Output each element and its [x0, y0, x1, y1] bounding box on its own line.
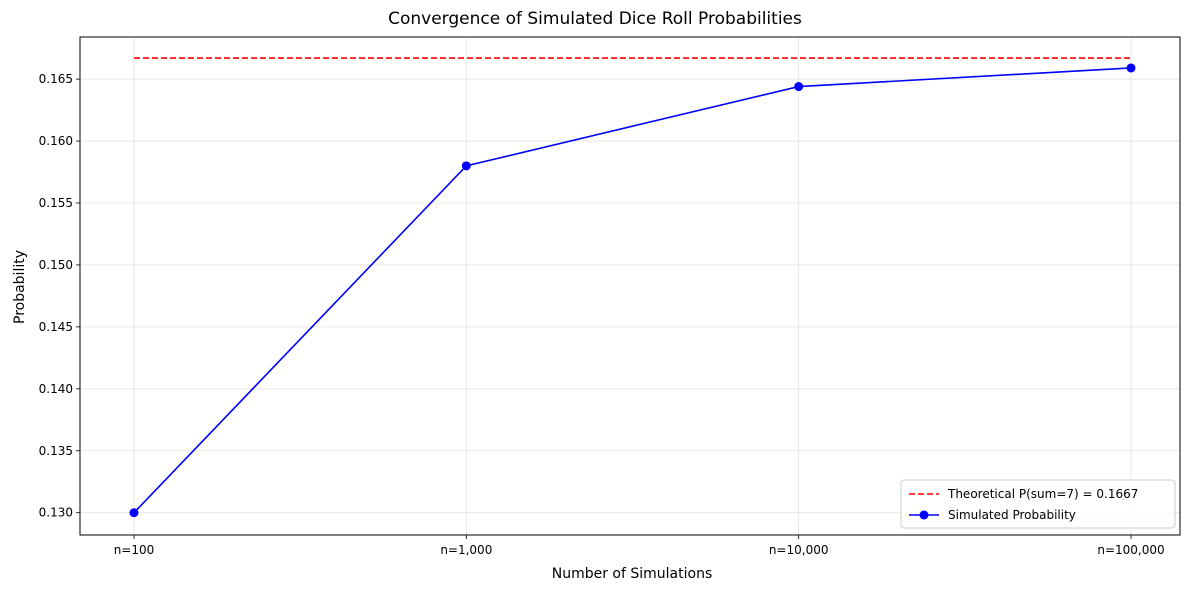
y-tick-label: 0.155 [39, 196, 73, 210]
y-tick-label: 0.165 [39, 72, 73, 86]
series-point [129, 508, 139, 518]
legend-series-marker [919, 510, 929, 520]
plot-layer [129, 57, 1136, 518]
x-axis-ticks: n=100 n=1,000 n=10,000 n=100,000 [114, 535, 1165, 557]
x-tick-label: n=100 [114, 543, 155, 557]
series-line [133, 67, 1132, 514]
series-point [461, 161, 471, 171]
legend: Theoretical P(sum=7) = 0.1667 Simulated … [900, 479, 1176, 529]
legend-box [900, 479, 1176, 529]
series-point [1126, 63, 1136, 73]
legend-reference-label: Theoretical P(sum=7) = 0.1667 [947, 487, 1138, 501]
y-axis-ticks: 0.130 0.135 0.140 0.145 0.150 0.155 0.160 0.165 [39, 72, 80, 520]
y-tick-label: 0.140 [39, 382, 73, 396]
x-axis-label: Number of Simulations [552, 566, 713, 582]
chart-title: Convergence of Simulated Dice Roll Proba… [388, 9, 802, 29]
y-tick-label: 0.150 [39, 258, 73, 272]
y-tick-label: 0.160 [39, 134, 73, 148]
grid-layer [80, 37, 1180, 535]
legend-series-label: Simulated Probability [948, 508, 1076, 522]
plot-frame [79, 36, 1181, 536]
y-tick-label: 0.135 [39, 444, 73, 458]
x-tick-label: n=1,000 [440, 543, 492, 557]
y-tick-label: 0.145 [39, 320, 73, 334]
series-point [794, 82, 804, 92]
y-tick-label: 0.130 [39, 506, 73, 520]
x-tick-label: n=10,000 [769, 543, 829, 557]
y-axis-label: Probability [12, 250, 28, 324]
x-tick-label: n=100,000 [1097, 543, 1164, 557]
